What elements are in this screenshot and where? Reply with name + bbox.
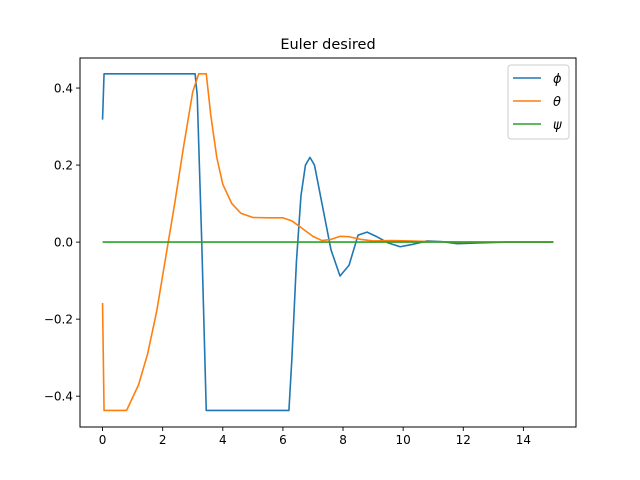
y-tick-label: −0.2: [44, 313, 73, 327]
x-tick-label: 6: [279, 433, 287, 447]
y-tick-label: 0.0: [54, 236, 73, 250]
x-tick-label: 0: [99, 433, 107, 447]
x-axis: 0 2 4 6 8 10 12 14: [99, 427, 531, 447]
series-line-1: [101, 72, 554, 412]
x-tick-label: 14: [516, 433, 531, 447]
legend-label-2: θ: [553, 95, 561, 110]
x-tick-label: 10: [396, 433, 411, 447]
x-tick-label: 2: [159, 433, 167, 447]
series-line-2: [101, 72, 554, 412]
y-tick-label: 0.2: [54, 159, 73, 173]
legend-label-3: ψ: [553, 118, 562, 133]
y-tick-label: −0.4: [44, 390, 73, 404]
series-layer: [101, 72, 554, 412]
x-tick-label: 12: [456, 433, 471, 447]
x-tick-label: 4: [219, 433, 227, 447]
legend-label-1: ϕ: [553, 72, 562, 87]
legend-box: [507, 64, 570, 140]
chart-title: Euler desired: [280, 37, 375, 53]
legend: ϕθψ: [507, 64, 570, 140]
x-tick-label: 8: [339, 433, 347, 447]
y-tick-label: 0.4: [54, 82, 73, 96]
y-axis: −0.4 −0.2 0.0 0.2 0.4: [44, 82, 80, 404]
